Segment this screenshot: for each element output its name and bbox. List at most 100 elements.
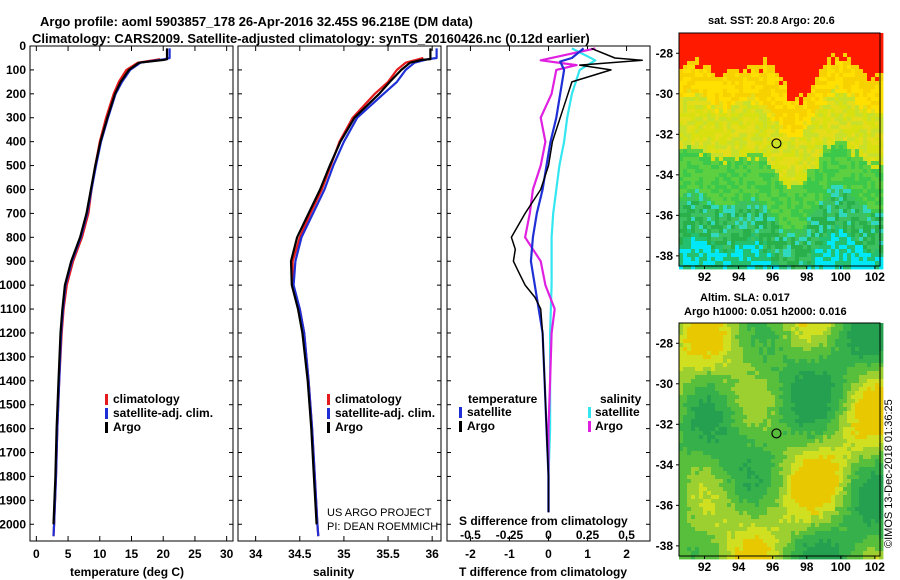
map-cell (799, 97, 804, 102)
map-cell (739, 213, 744, 218)
map-cell (807, 253, 812, 258)
map-cell (839, 121, 844, 126)
map-cell (863, 265, 868, 270)
map-cell (839, 77, 844, 82)
map-cell (715, 57, 720, 62)
map-cell (843, 327, 848, 332)
map-cell (847, 189, 852, 194)
map-cell (879, 339, 884, 344)
map-cell (723, 141, 728, 146)
map-cell (703, 101, 708, 106)
map-cell (875, 89, 880, 94)
map-cell (803, 261, 808, 266)
map-cell (843, 101, 848, 106)
map-cell (775, 379, 780, 384)
map-cell (851, 193, 856, 198)
map-cell (783, 391, 788, 396)
depth-tick-label: 100 (6, 63, 26, 77)
map-cell (839, 323, 844, 328)
map-cell (839, 101, 844, 106)
map-cell (763, 335, 768, 340)
map-cell (715, 165, 720, 170)
map-cell (715, 399, 720, 404)
map-cell (735, 137, 740, 142)
map-cell (823, 383, 828, 388)
map-cell (779, 359, 784, 364)
map-cell (775, 141, 780, 146)
map-cell (855, 141, 860, 146)
map-cell (719, 201, 724, 206)
map-cell (723, 97, 728, 102)
map-cell (739, 265, 744, 270)
map-cell (811, 53, 816, 58)
map-cell (763, 395, 768, 400)
map-cell (799, 165, 804, 170)
map-cell (771, 351, 776, 356)
map-cell (711, 367, 716, 372)
map-cell (699, 125, 704, 130)
map-cell (843, 113, 848, 118)
map-cell (819, 109, 824, 114)
map-cell (875, 197, 880, 202)
map-cell (695, 185, 700, 190)
map-cell (739, 343, 744, 348)
map-cell (699, 261, 704, 266)
map-cell (779, 443, 784, 448)
salinity-argo-line (289, 48, 432, 525)
map-cell (699, 129, 704, 134)
map-cell (759, 145, 764, 150)
map-cell (871, 65, 876, 70)
map-cell (783, 383, 788, 388)
map-cell (795, 245, 800, 250)
map-cell (739, 447, 744, 452)
map-cell (867, 113, 872, 118)
map-cell (715, 37, 720, 42)
map-cell (831, 237, 836, 242)
map-cell (815, 57, 820, 62)
map-cell (743, 85, 748, 90)
map-cell (859, 185, 864, 190)
map-cell (735, 403, 740, 408)
map-cell (799, 343, 804, 348)
map-cell (699, 209, 704, 214)
map-cell (871, 41, 876, 46)
map-cell (791, 261, 796, 266)
map-cell (791, 169, 796, 174)
map-cell (811, 431, 816, 436)
map-cell (779, 217, 784, 222)
map-cell (867, 105, 872, 110)
map-cell (851, 69, 856, 74)
map-cell (687, 233, 692, 238)
map-cell (771, 383, 776, 388)
map-cell (699, 443, 704, 448)
map-cell (803, 69, 808, 74)
map-cell (859, 113, 864, 118)
map-cell (827, 153, 832, 158)
map-cell (871, 33, 876, 38)
map-cell (823, 331, 828, 336)
map-cell (679, 45, 684, 50)
map-cell (795, 411, 800, 416)
map-cell (679, 383, 684, 388)
map-cell (711, 185, 716, 190)
map-cell (851, 367, 856, 372)
map-cell (695, 415, 700, 420)
map-cell (723, 225, 728, 230)
map-cell (707, 355, 712, 360)
map-cell (875, 443, 880, 448)
map-cell (711, 137, 716, 142)
map-cell (715, 335, 720, 340)
map-cell (687, 229, 692, 234)
map-cell (863, 237, 868, 242)
map-cell (787, 323, 792, 328)
map-cell (875, 73, 880, 78)
map-cell (871, 411, 876, 416)
map-cell (779, 339, 784, 344)
map-cell (871, 403, 876, 408)
map-cell (827, 145, 832, 150)
map-cell (739, 121, 744, 126)
map-cell (771, 109, 776, 114)
map-cell (803, 89, 808, 94)
map-cell (699, 185, 704, 190)
figure-title-line2: Climatology: CARS2009. Satellite-adjuste… (32, 31, 590, 46)
